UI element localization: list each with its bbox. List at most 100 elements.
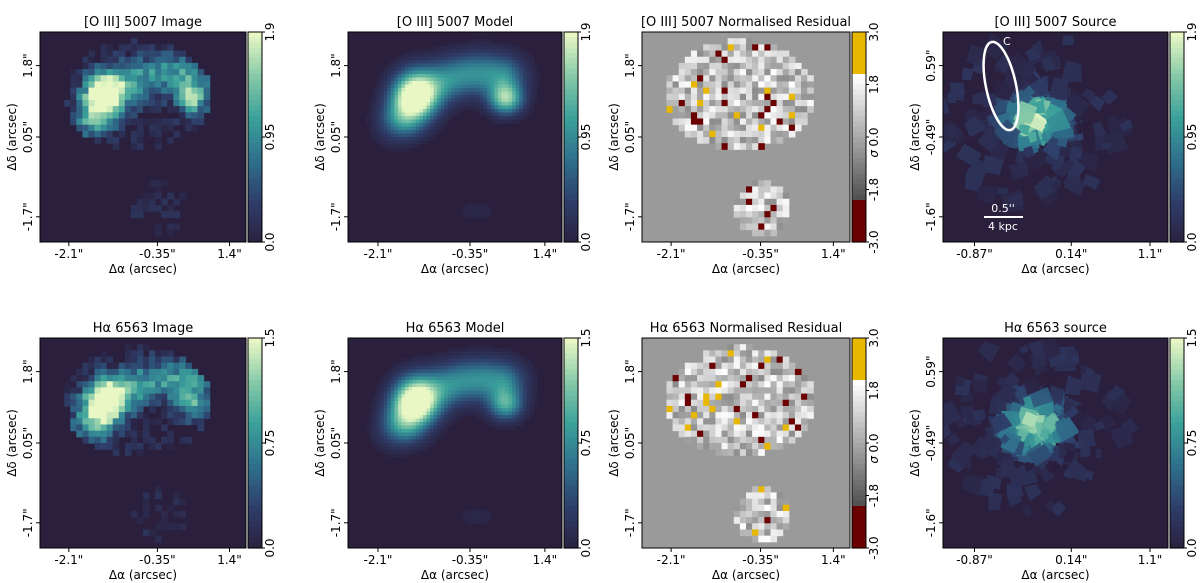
pixel: [727, 381, 735, 388]
pixel: [522, 74, 527, 79]
pixel: [419, 408, 424, 413]
source-cell: [1039, 466, 1056, 483]
pixel: [397, 102, 403, 107]
pixel: [401, 422, 406, 427]
colorbar-segment: [852, 110, 866, 117]
pixel: [490, 373, 495, 378]
pixel: [458, 355, 463, 360]
pixel: [807, 99, 814, 107]
pixel: [387, 98, 392, 103]
pixel: [112, 399, 120, 407]
pixel: [408, 88, 413, 93]
pixel: [405, 105, 410, 110]
pixel: [447, 116, 453, 121]
pixel: [476, 95, 481, 100]
pixel: [383, 376, 388, 381]
pixel: [412, 126, 417, 131]
pixel: [782, 375, 790, 382]
pixel: [369, 415, 374, 420]
source-cell: [1101, 89, 1118, 106]
pixel: [515, 359, 520, 364]
pixel: [444, 123, 449, 128]
pixel: [512, 77, 517, 82]
pixel: [155, 486, 162, 494]
pixel: [672, 75, 680, 82]
pixel: [437, 411, 442, 416]
colorbar-tick-label: 1.8: [867, 381, 881, 400]
pixel: [472, 46, 477, 51]
pixel: [801, 381, 808, 388]
pixel: [430, 390, 435, 395]
pixel: [380, 408, 385, 413]
pixel: [412, 383, 417, 388]
pixel: [394, 394, 399, 399]
pixel: [167, 62, 174, 70]
pixel: [462, 88, 467, 93]
pixel: [479, 345, 485, 350]
pixel: [782, 87, 790, 95]
colorbar-segment: [564, 194, 578, 201]
pixel: [529, 60, 535, 65]
pixel: [490, 415, 495, 420]
colorbar-tick-label: 0.0: [579, 538, 593, 557]
colorbar-segment: [852, 495, 866, 502]
pixel: [703, 112, 710, 119]
pixel: [167, 375, 174, 382]
pixel: [372, 137, 378, 142]
pixel: [149, 418, 156, 426]
pixel: [465, 49, 470, 54]
pixel: [369, 116, 374, 121]
pixel: [401, 432, 406, 437]
colorbar-segment: [852, 32, 866, 38]
pixel: [390, 453, 395, 458]
pixel: [76, 405, 84, 413]
pixel: [203, 387, 211, 395]
pixel: [394, 366, 399, 371]
pixel: [678, 381, 686, 388]
pixel: [458, 67, 463, 72]
pixel: [149, 368, 156, 376]
pixel: [397, 422, 403, 427]
pixel: [397, 429, 403, 434]
pixel: [82, 436, 90, 444]
x-tick-label: 1.4": [533, 553, 558, 567]
pixel: [401, 446, 406, 451]
pixel: [167, 350, 174, 358]
pixel: [112, 424, 120, 432]
pixel: [752, 375, 759, 382]
colorbar-tick-label: 0.75: [263, 430, 277, 457]
pixel: [106, 75, 114, 83]
pixel: [437, 109, 442, 114]
pixel: [479, 49, 485, 54]
pixel: [776, 50, 784, 58]
pixel: [405, 362, 410, 367]
pixel: [512, 112, 517, 117]
pixel: [479, 70, 485, 75]
pixel: [758, 529, 765, 537]
pixel: [380, 70, 385, 75]
pixel: [494, 46, 499, 51]
pixel: [167, 430, 174, 438]
colorbar-segment: [852, 58, 866, 65]
pixel: [401, 411, 406, 416]
pixel: [666, 393, 674, 401]
colorbar-segment: [852, 532, 866, 539]
pixel: [444, 74, 449, 79]
pixel: [167, 229, 174, 237]
pixel: [476, 369, 481, 374]
pixel: [415, 369, 420, 374]
pixel: [100, 75, 108, 83]
pixel: [458, 70, 463, 75]
pixel: [440, 116, 445, 121]
pixel: [422, 133, 428, 138]
pixel: [533, 380, 538, 385]
pixel: [155, 75, 162, 83]
pixel: [465, 348, 470, 353]
pixel: [440, 105, 445, 110]
pixel: [408, 362, 413, 367]
pixel: [419, 116, 424, 121]
pixel: [419, 383, 424, 388]
pixel: [476, 53, 481, 58]
pixel: [405, 387, 410, 392]
pixel: [76, 375, 84, 382]
